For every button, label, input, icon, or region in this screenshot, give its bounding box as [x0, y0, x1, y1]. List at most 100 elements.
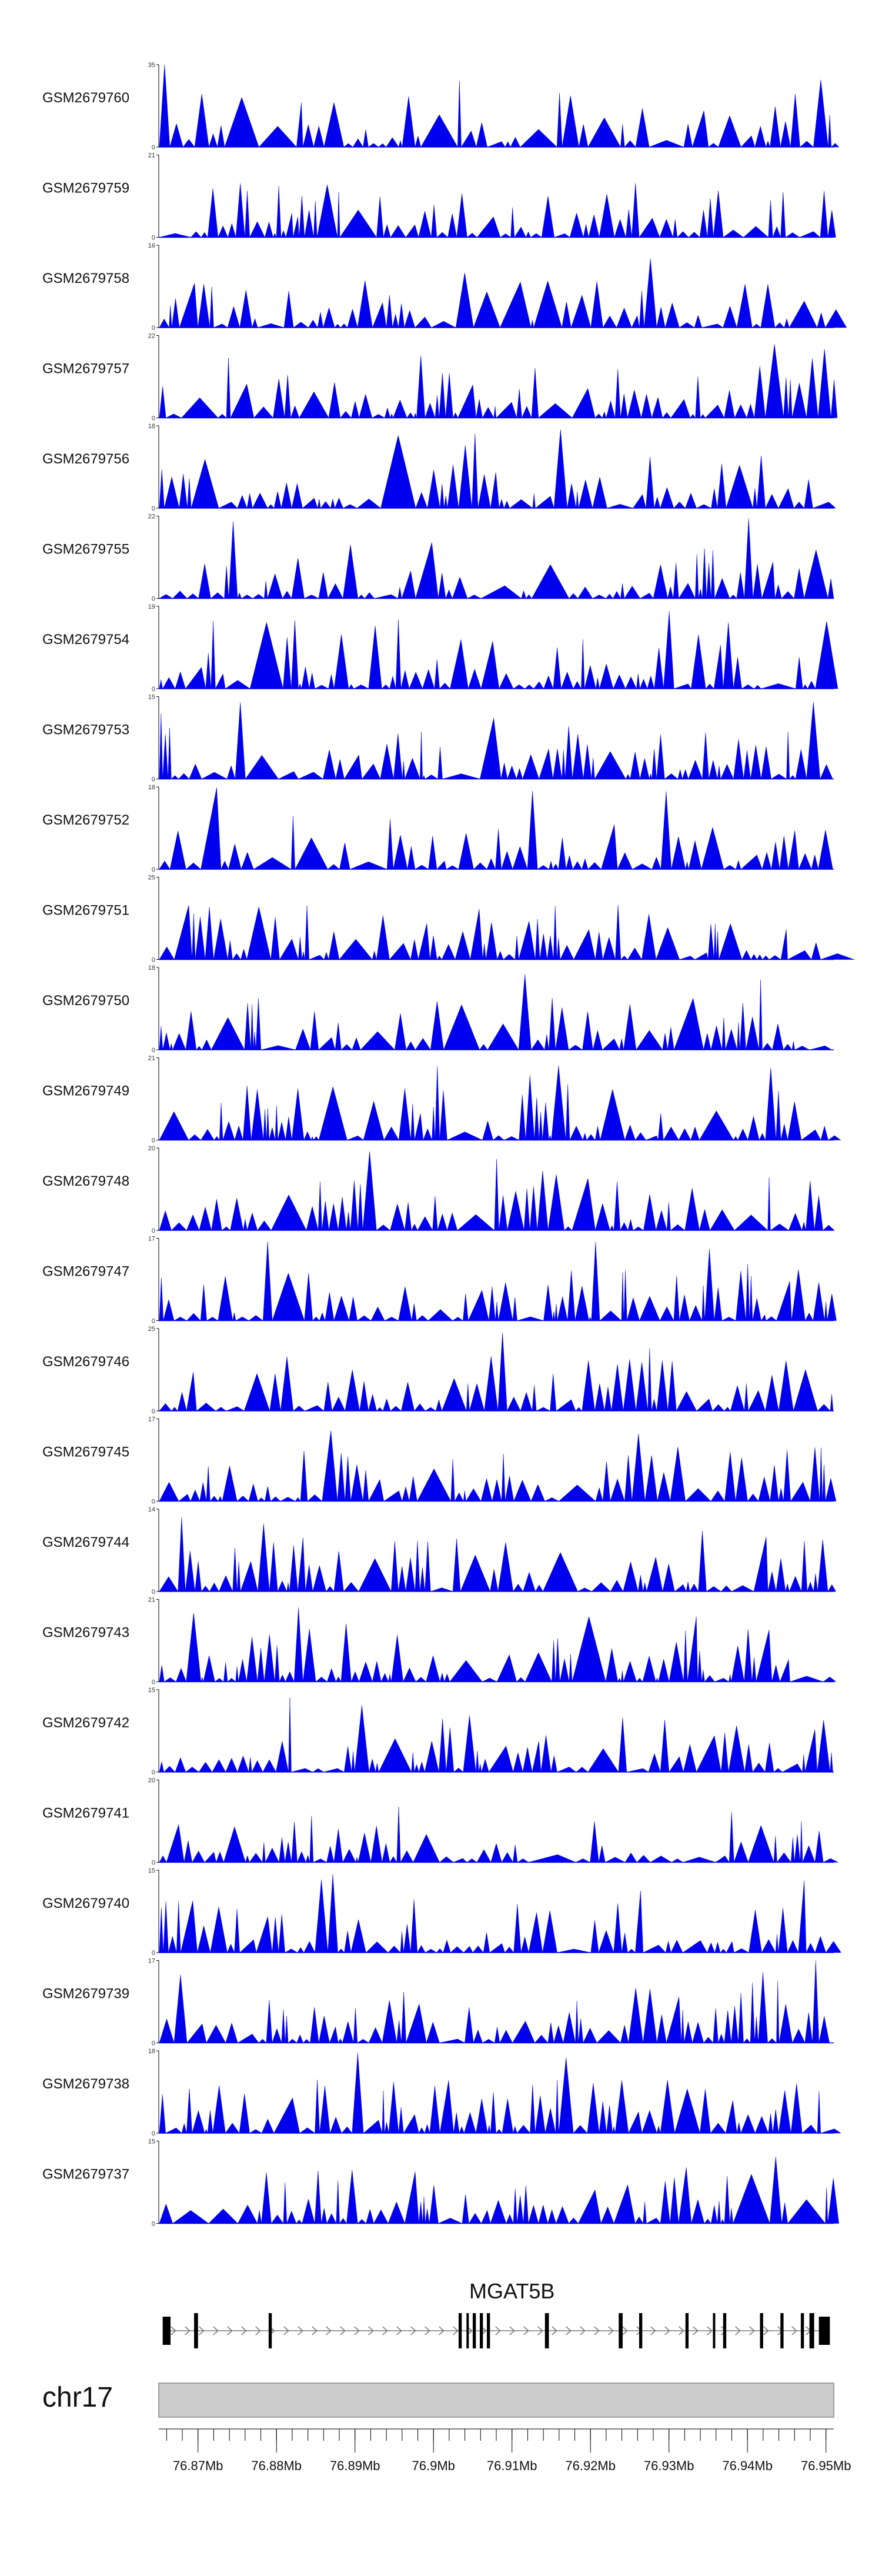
track-label: GSM2679745 — [42, 1444, 129, 1460]
strand-arrow — [763, 2326, 769, 2335]
strand-arrow — [283, 2326, 289, 2335]
chromosome-track: chr17 76.87Mb 76.88Mb 76.89Mb 76.9Mb 76.91Mb… — [42, 2382, 851, 2473]
strand-arrow — [312, 2326, 318, 2335]
track-label: GSM2679742 — [42, 1715, 129, 1731]
track-label: GSM2679760 — [42, 90, 129, 106]
y-axis-max-label: 17 — [148, 1958, 155, 1965]
coverage-area — [159, 1960, 830, 2044]
exon — [760, 2313, 763, 2348]
y-axis-min-label: 0 — [152, 144, 155, 151]
y-axis-min-label: 0 — [152, 2221, 155, 2228]
exon — [639, 2313, 643, 2348]
track-GSM2679748: GSM2679748 20 0 — [42, 1145, 835, 1234]
strand-arrow — [171, 2326, 176, 2335]
exon — [818, 2317, 830, 2345]
y-axis-max-label: 17 — [148, 1416, 155, 1423]
y-axis-max-label: 18 — [148, 2048, 155, 2055]
y-axis-max-label: 20 — [148, 1777, 155, 1784]
y-axis-min-label: 0 — [152, 415, 155, 422]
track-GSM2679741: GSM2679741 20 0 — [42, 1777, 838, 1867]
coverage-area — [159, 258, 847, 328]
track-GSM2679742: GSM2679742 15 0 — [42, 1687, 834, 1776]
gene-label: MGAT5B — [469, 2279, 554, 2303]
strand-arrow — [227, 2326, 233, 2335]
signal-tracks: GSM2679760350GSM2679759210GSM2679758160G… — [42, 62, 854, 2228]
track-GSM2679738: GSM2679738 18 0 — [42, 2048, 841, 2137]
x-tick-label: 76.88Mb — [251, 2458, 302, 2473]
track-label: GSM2679746 — [42, 1354, 129, 1370]
exon — [780, 2313, 784, 2348]
strand-arrow — [735, 2326, 741, 2335]
track-label: GSM2679750 — [42, 993, 129, 1009]
track-label: GSM2679741 — [42, 1806, 129, 1821]
strand-arrow — [622, 2326, 628, 2335]
coverage-area — [159, 974, 833, 1050]
y-axis-max-label: 17 — [148, 1236, 155, 1243]
strand-arrow — [594, 2326, 600, 2335]
y-axis-max-label: 15 — [148, 1687, 155, 1694]
strand-arrow — [608, 2326, 614, 2335]
y-axis-min-label: 0 — [152, 325, 155, 332]
x-tick-label: 76.94Mb — [722, 2458, 773, 2473]
y-axis-max-label: 25 — [148, 875, 155, 882]
strand-arrow — [298, 2326, 303, 2335]
y-axis-max-label: 35 — [148, 62, 155, 69]
gene-track: MGAT5B — [162, 2279, 830, 2348]
coverage-area — [159, 2156, 839, 2224]
strand-arrow — [326, 2326, 332, 2335]
y-axis-min-label: 0 — [152, 1137, 155, 1144]
track-GSM2679743: GSM2679743 21 0 — [42, 1597, 837, 1686]
y-axis-max-label: 14 — [148, 1506, 155, 1513]
y-axis-min-label: 0 — [152, 505, 155, 512]
track-label: GSM2679755 — [42, 542, 129, 558]
track-label: GSM2679748 — [42, 1173, 129, 1189]
exon — [723, 2313, 727, 2348]
coverage-area — [159, 183, 836, 238]
track-label: GSM2679744 — [42, 1534, 129, 1550]
exon — [466, 2313, 469, 2348]
exon — [194, 2313, 198, 2348]
y-axis-max-label: 20 — [148, 1145, 155, 1152]
coverage-area — [159, 1874, 841, 1953]
exon — [685, 2313, 689, 2348]
x-tick-label: 76.93Mb — [644, 2458, 694, 2473]
track-label: GSM2679754 — [42, 632, 129, 648]
exon — [809, 2313, 814, 2348]
track-GSM2679746: GSM2679746 25 0 — [42, 1326, 834, 1415]
strand-arrow — [495, 2326, 501, 2335]
strand-arrow — [382, 2326, 388, 2335]
y-axis-max-label: 15 — [148, 2138, 155, 2145]
strand-arrow — [749, 2326, 755, 2335]
track-label: GSM2679758 — [42, 271, 129, 286]
strand-arrow — [693, 2326, 699, 2335]
strand-arrow — [481, 2326, 487, 2335]
strand-arrow — [650, 2326, 656, 2335]
track-GSM2679758: GSM2679758 16 0 — [42, 242, 847, 332]
track-label: GSM2679740 — [42, 1896, 129, 1911]
track-label: GSM2679752 — [42, 812, 129, 828]
coverage-area — [159, 1607, 837, 1683]
track-label: GSM2679751 — [42, 903, 129, 919]
coverage-area — [159, 611, 838, 689]
strand-arrow — [199, 2326, 205, 2335]
track-GSM2679752: GSM2679752 18 0 — [42, 784, 834, 873]
exon — [544, 2313, 549, 2348]
track-GSM2679747: GSM2679747 17 0 — [42, 1236, 837, 1325]
y-axis-min-label: 0 — [152, 2040, 155, 2047]
coverage-area — [159, 1151, 835, 1231]
x-tick-label: 76.87Mb — [173, 2458, 223, 2473]
y-axis-min-label: 0 — [152, 866, 155, 873]
strand-arrow — [340, 2326, 346, 2335]
y-axis-min-label: 0 — [152, 2130, 155, 2137]
exon — [479, 2313, 483, 2348]
strand-arrow — [439, 2326, 445, 2335]
exon — [162, 2317, 171, 2345]
track-GSM2679756: GSM2679756 18 0 — [42, 423, 836, 512]
y-axis-min-label: 0 — [152, 596, 155, 603]
exon — [458, 2313, 462, 2348]
exon — [800, 2313, 804, 2348]
exon — [619, 2313, 623, 2348]
coverage-area — [159, 2053, 841, 2134]
track-GSM2679753: GSM2679753 15 0 — [42, 694, 834, 783]
track-GSM2679744: GSM2679744 14 0 — [42, 1506, 837, 1596]
